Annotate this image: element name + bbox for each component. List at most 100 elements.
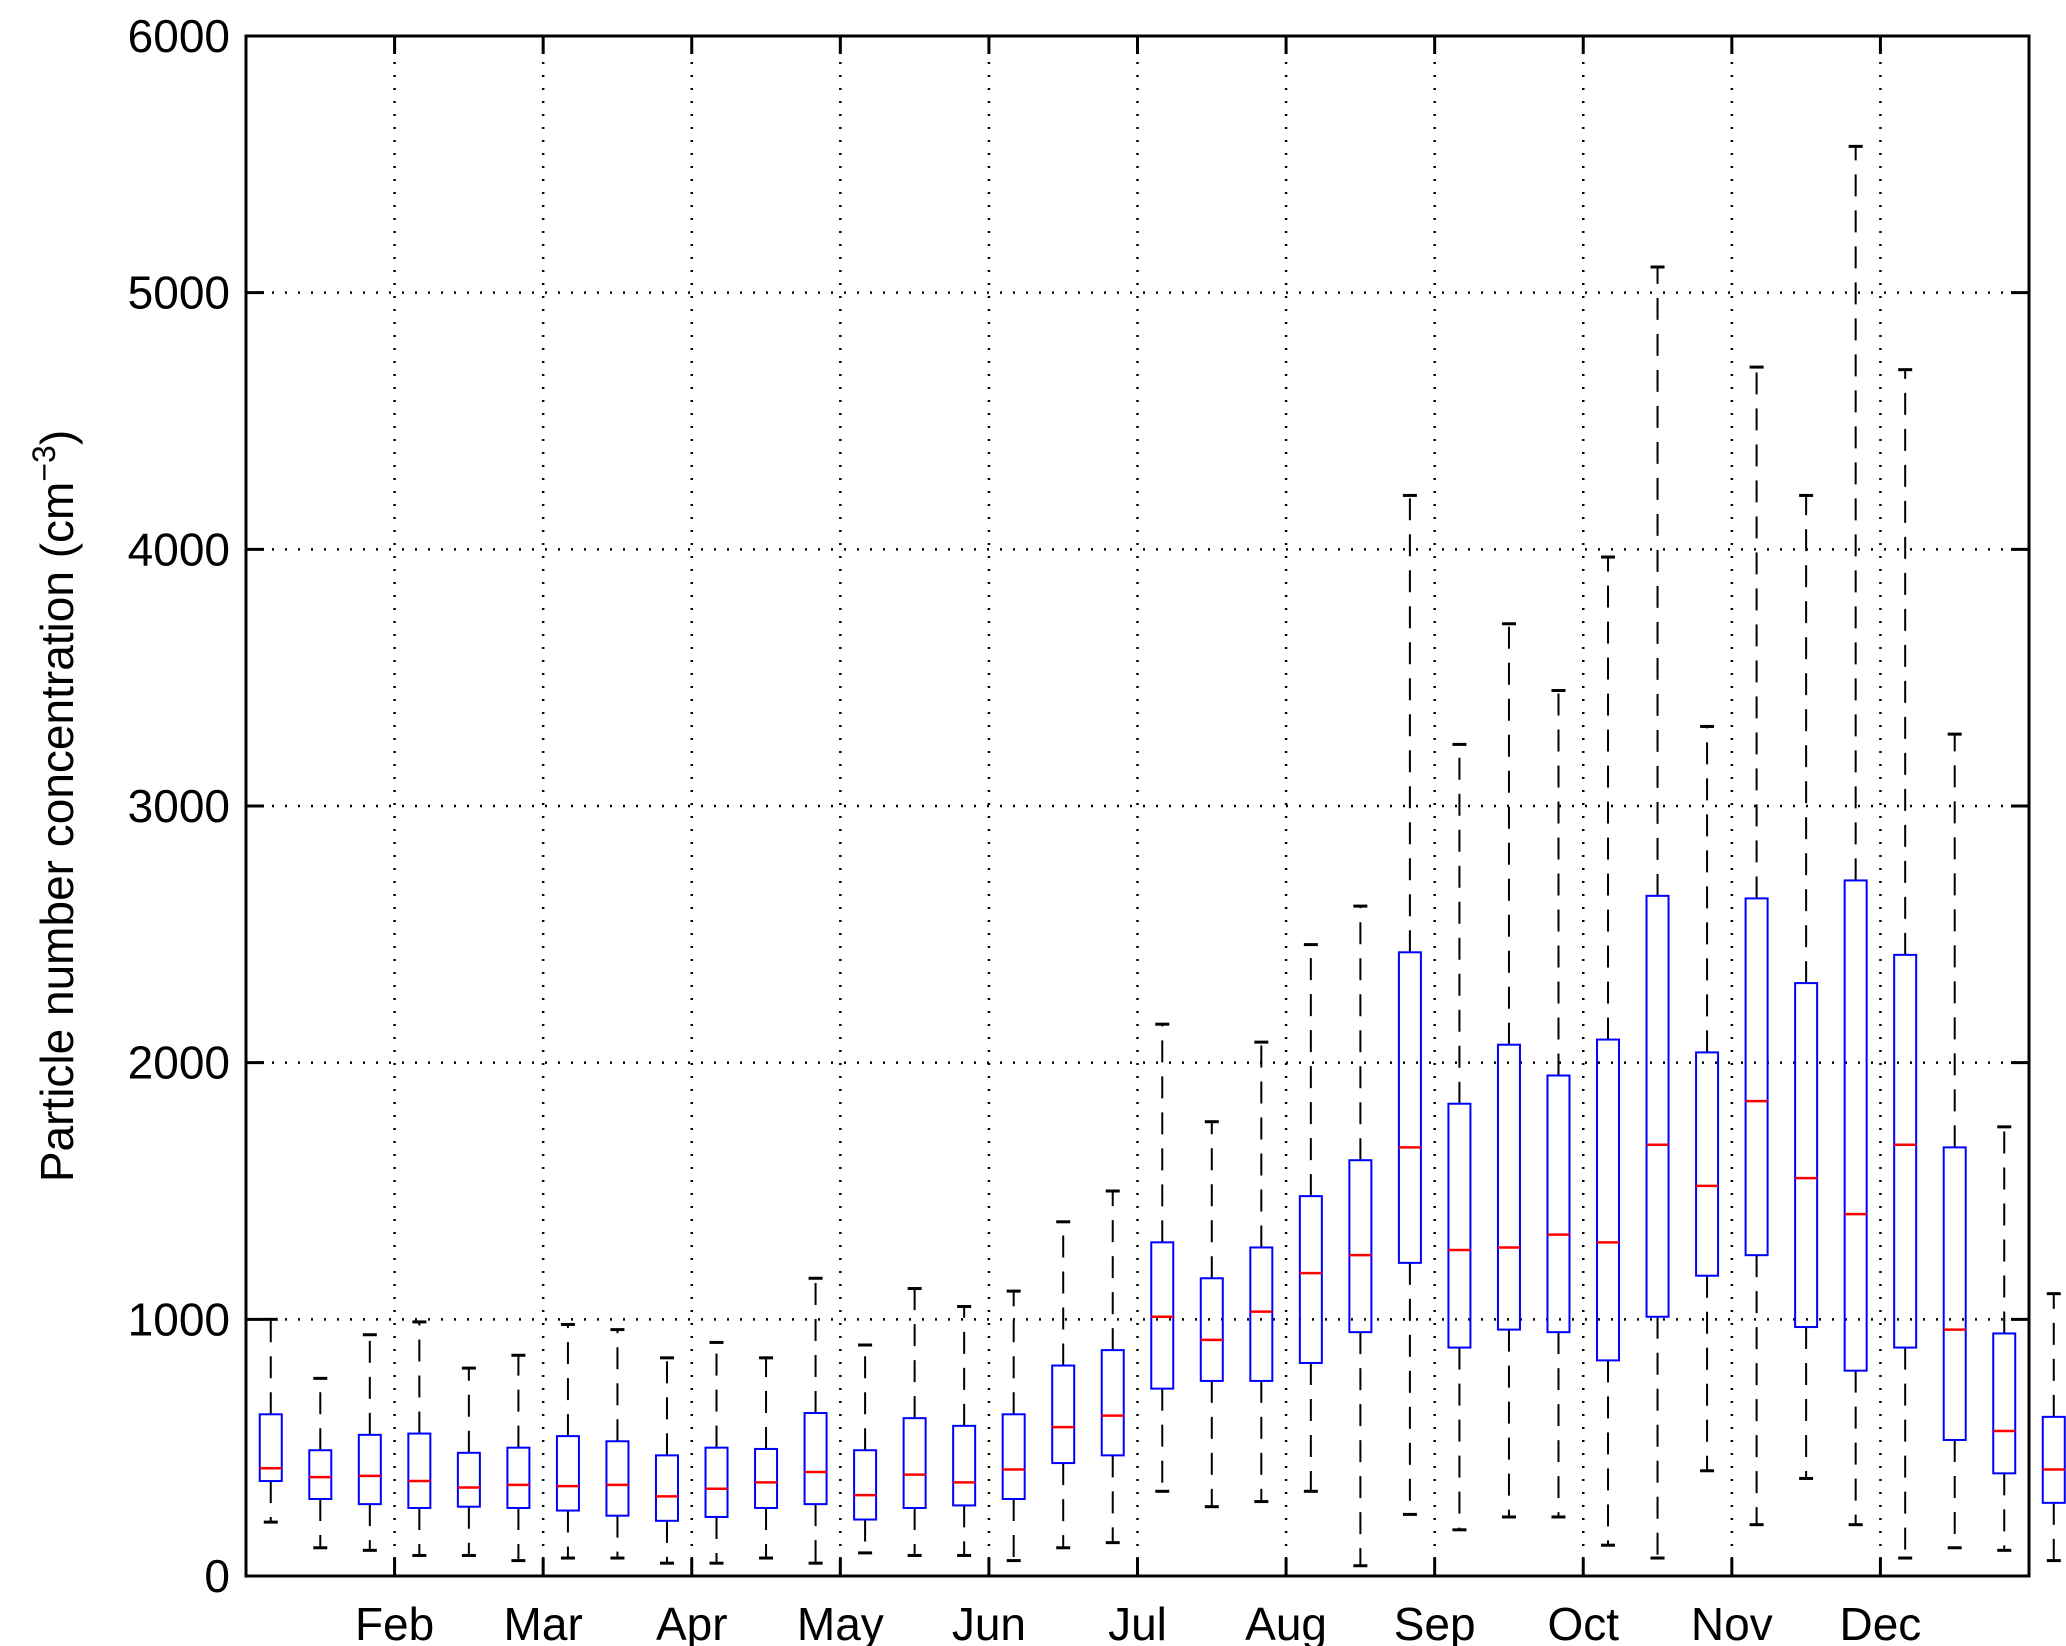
box-9 [654, 1356, 679, 1565]
y-tick-label: 2000 [128, 1037, 230, 1089]
box-iqr [1596, 1038, 1621, 1362]
box-iqr [506, 1446, 531, 1509]
box-iqr [1348, 1159, 1373, 1334]
box-iqr [605, 1440, 630, 1517]
y-axis-ticks: 0 1000 2000 3000 4000 5000 6000 [128, 10, 2029, 1602]
box-iqr [952, 1424, 977, 1507]
box-28 [1596, 555, 1621, 1547]
x-tick-label: Oct [1547, 1598, 1619, 1646]
box-iqr [1794, 982, 1819, 1329]
box-34 [1893, 368, 1918, 1560]
box-16 [1001, 1289, 1026, 1563]
box-iqr [1397, 951, 1422, 1264]
box-25 [1447, 742, 1472, 1532]
x-axis-ticks: Feb Mar Apr May Jun Jul Aug Sep Oct Nov Dec [355, 36, 1921, 1646]
y-axis-title-close: ) [31, 430, 83, 445]
box-iqr [1695, 1051, 1720, 1277]
box-8 [605, 1328, 630, 1560]
box-22 [1298, 943, 1323, 1493]
y-axis-title: Particle number concentration (cm−3) [26, 430, 83, 1182]
box-36 [1992, 1125, 2017, 1552]
box-3 [357, 1333, 382, 1552]
box-iqr [1546, 1074, 1571, 1334]
box-14 [902, 1287, 927, 1557]
box-1 [258, 1317, 283, 1524]
box-iqr [654, 1454, 679, 1522]
box-iqr [1893, 953, 1918, 1349]
box-32 [1794, 493, 1819, 1480]
box-26 [1496, 622, 1521, 1519]
box-37 [2041, 1292, 2066, 1563]
box-iqr [1447, 1102, 1472, 1349]
box-6 [506, 1353, 531, 1563]
box-23 [1348, 904, 1373, 1568]
box-17 [1051, 1220, 1076, 1550]
x-tick-label: Aug [1245, 1598, 1327, 1646]
box-iqr [704, 1446, 729, 1518]
box-iqr [1150, 1241, 1175, 1390]
x-tick-label: Sep [1394, 1598, 1476, 1646]
box-iqr [1249, 1246, 1274, 1382]
box-iqr [853, 1449, 878, 1521]
box-iqr [555, 1435, 580, 1512]
box-15 [952, 1305, 977, 1557]
box-iqr [1744, 897, 1769, 1257]
box-iqr [754, 1447, 779, 1509]
x-tick-label: Jul [1108, 1598, 1167, 1646]
y-tick-label: 6000 [128, 10, 230, 62]
box-33 [1843, 144, 1868, 1527]
box-iqr [1843, 879, 1868, 1372]
box-iqr [407, 1432, 432, 1509]
y-tick-label: 3000 [128, 780, 230, 832]
y-tick-label: 4000 [128, 523, 230, 575]
box-27 [1546, 689, 1571, 1519]
box-7 [555, 1322, 580, 1560]
box-iqr [1496, 1043, 1521, 1331]
box-series [258, 144, 2066, 1568]
box-2 [308, 1376, 333, 1550]
box-iqr [308, 1449, 333, 1500]
x-tick-label: Nov [1691, 1598, 1773, 1646]
y-axis-title-main: Particle number concentration (cm [31, 482, 83, 1183]
x-tick-label: Feb [355, 1598, 434, 1646]
box-iqr [1051, 1364, 1076, 1465]
box-iqr [357, 1433, 382, 1506]
box-4 [407, 1320, 432, 1557]
box-11 [754, 1356, 779, 1560]
x-tick-label: Dec [1840, 1598, 1922, 1646]
box-20 [1199, 1120, 1224, 1509]
box-iqr [1298, 1195, 1323, 1364]
y-tick-label: 0 [204, 1550, 230, 1602]
box-24 [1397, 493, 1422, 1516]
box-5 [456, 1366, 481, 1557]
box-iqr [2041, 1415, 2066, 1504]
y-axis-title-superscript: −3 [26, 445, 62, 481]
box-13 [853, 1343, 878, 1555]
box-19 [1150, 1022, 1175, 1493]
y-tick-label: 1000 [128, 1293, 230, 1345]
x-tick-label: May [797, 1598, 884, 1646]
x-tick-label: Apr [656, 1598, 728, 1646]
box-iqr [1199, 1277, 1224, 1382]
box-29 [1645, 265, 1670, 1560]
box-iqr [1001, 1413, 1026, 1501]
box-18 [1100, 1189, 1125, 1545]
box-iqr [902, 1417, 927, 1509]
box-21 [1249, 1040, 1274, 1504]
box-iqr [1645, 894, 1670, 1318]
box-31 [1744, 365, 1769, 1527]
box-iqr [803, 1412, 828, 1506]
box-10 [704, 1340, 729, 1565]
box-35 [1942, 732, 1967, 1550]
x-tick-label: Mar [504, 1598, 583, 1646]
box-iqr [456, 1451, 481, 1508]
box-12 [803, 1276, 828, 1565]
box-iqr [1992, 1332, 2017, 1475]
box-iqr [258, 1413, 283, 1483]
box-30 [1695, 724, 1720, 1473]
x-tick-label: Jun [952, 1598, 1026, 1646]
box-iqr [1100, 1349, 1125, 1457]
y-tick-label: 5000 [128, 267, 230, 319]
